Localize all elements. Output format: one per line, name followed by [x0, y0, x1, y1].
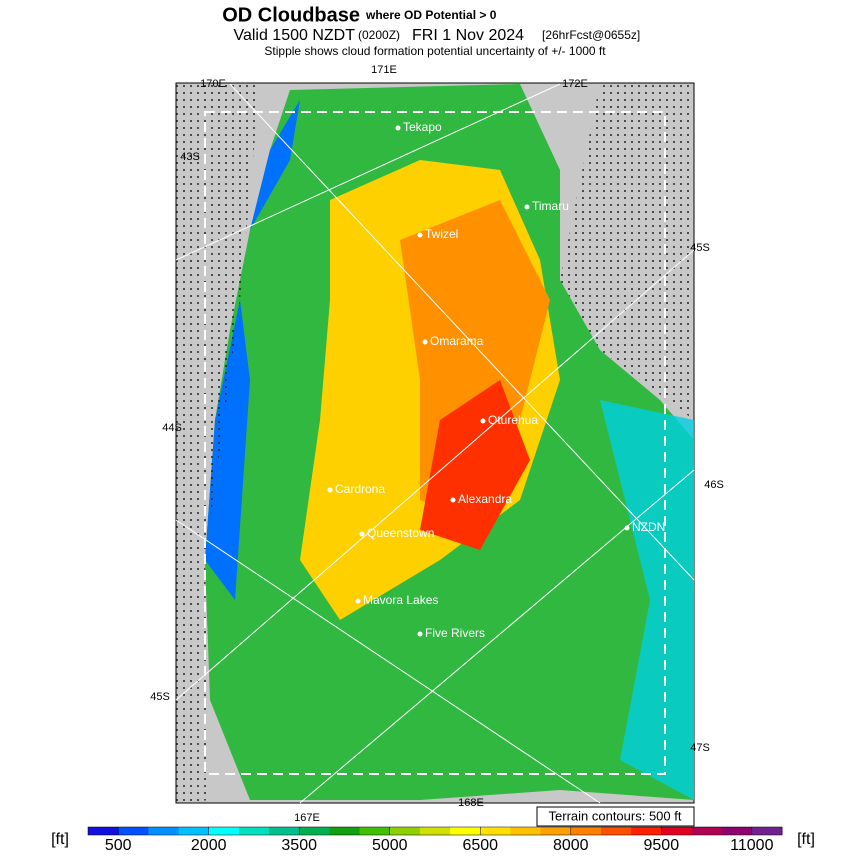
place-label: Queenstown: [367, 526, 434, 540]
colorbar-tick-label: 8000: [553, 837, 589, 854]
unit-right: [ft]: [797, 831, 815, 848]
colorbar-swatch: [419, 827, 451, 835]
colorbar-swatch: [238, 827, 270, 835]
terrain-note: Terrain contours: 500 ft: [549, 808, 682, 823]
valid: Valid 1500 NZDT: [233, 27, 355, 44]
colorbar-tick-label: 9500: [644, 837, 680, 854]
longitude-label: 171E: [371, 64, 397, 76]
place-marker: [480, 418, 486, 424]
longitude-label: 170E: [200, 78, 226, 90]
map: [175, 82, 695, 804]
date: FRI 1 Nov 2024: [412, 27, 524, 44]
place-marker: [624, 525, 630, 531]
colorbar-swatch: [329, 827, 361, 835]
stipple: [176, 83, 694, 803]
forecast: [26hrFcst@0655z]: [542, 28, 640, 42]
place-label: Twizel: [425, 227, 458, 241]
colorbar-swatch: [208, 827, 240, 835]
place-label: NZDN: [632, 520, 665, 534]
colorbar-swatch: [450, 827, 481, 835]
place-marker: [355, 598, 361, 604]
longitude-label: 168E: [458, 797, 484, 809]
unit-left: [ft]: [51, 831, 69, 848]
colorbar-swatch: [600, 827, 632, 835]
longitude-label: 167E: [294, 812, 320, 824]
subtitle: Stipple shows cloud formation potential …: [264, 44, 606, 58]
latitude-label: 46S: [704, 479, 724, 491]
colorbar-swatch: [118, 827, 149, 835]
terrain-box: [536, 806, 695, 827]
colorbar-tick-label: 5000: [372, 837, 408, 854]
colorbar-swatch: [88, 827, 119, 835]
low-cloudbase: [205, 100, 300, 600]
colorbar-tick-label: 500: [105, 837, 132, 854]
colorbar-tick-label: 6500: [462, 837, 498, 854]
colorbar-swatch: [148, 827, 180, 835]
colorbar-swatch: [691, 827, 723, 835]
colorbar-swatch: [751, 827, 783, 835]
latitude-label: 43S: [180, 151, 200, 163]
place-label: Five Rivers: [425, 626, 485, 640]
place-marker: [524, 204, 530, 210]
colorbar-swatch: [540, 827, 572, 835]
latitude-label: 44S: [162, 422, 182, 434]
place-label: Oturehua: [488, 413, 538, 427]
utc: (0200Z): [358, 28, 400, 42]
colorbar-tick-label: 3500: [281, 837, 317, 854]
place-label: Alexandra: [458, 492, 512, 506]
latitude-label: 47S: [690, 742, 710, 754]
colorbar-swatch: [480, 827, 511, 835]
place-marker: [417, 232, 423, 238]
place-label: Timaru: [532, 199, 569, 213]
colorbar-swatch: [510, 827, 542, 835]
colorbar-swatch: [299, 827, 330, 835]
place-marker: [359, 531, 365, 537]
place-marker: [450, 497, 456, 503]
domain-box: [204, 111, 666, 775]
colorbar-swatch: [661, 827, 692, 835]
colorbar-swatch: [631, 827, 662, 835]
place-marker: [422, 339, 428, 345]
coastal-field: [600, 400, 694, 800]
place-label: Cardrona: [335, 482, 385, 496]
title-note: where OD Potential > 0: [365, 8, 497, 22]
colorbar-swatch: [359, 827, 391, 835]
place-label: Mavora Lakes: [363, 593, 438, 607]
colorbar-swatch: [570, 827, 602, 835]
latitude-label: 45S: [150, 691, 170, 703]
colorbar-tick-label: 11000: [730, 837, 773, 854]
place-label: Omarama: [430, 334, 484, 348]
longitude-label: 172E: [562, 78, 588, 90]
colorbar-swatch: [721, 827, 753, 835]
latitude-label: 45S: [690, 242, 710, 254]
colorbar-tick-label: 2000: [191, 837, 227, 854]
place-marker: [395, 125, 401, 131]
colorbar-swatch: [178, 827, 210, 835]
colorbar-frame: [87, 826, 783, 836]
highest-cloudbase: [420, 380, 530, 550]
colorbar-swatch: [269, 827, 300, 835]
place-label: Tekapo: [403, 120, 442, 134]
place-marker: [417, 631, 423, 637]
graticule: [175, 83, 695, 804]
title: OD Cloudbase: [222, 4, 360, 26]
place-marker: [327, 487, 333, 493]
colorbar-swatch: [389, 827, 421, 835]
